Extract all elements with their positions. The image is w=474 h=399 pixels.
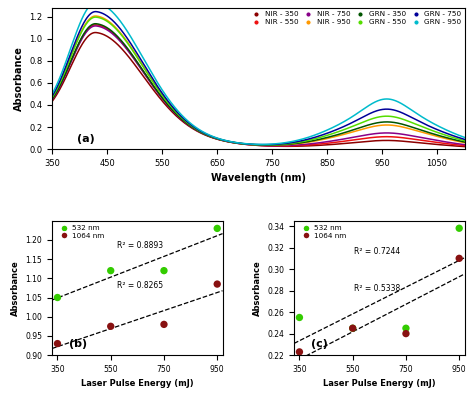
Y-axis label: Absorbance: Absorbance: [253, 260, 262, 316]
X-axis label: Laser Pulse Energy (mJ): Laser Pulse Energy (mJ): [323, 379, 436, 388]
Point: [160, 321, 168, 328]
Text: (c): (c): [311, 339, 328, 349]
X-axis label: Laser Pulse Energy (mJ): Laser Pulse Energy (mJ): [81, 379, 194, 388]
Point: [213, 281, 221, 287]
Y-axis label: Absorbance: Absorbance: [11, 260, 20, 316]
Point: [349, 325, 356, 332]
Point: [349, 325, 356, 332]
Point: [296, 314, 303, 321]
Text: R² = 0.5338: R² = 0.5338: [354, 284, 400, 292]
Legend: 532 nm, 1064 nm: 532 nm, 1064 nm: [54, 222, 108, 242]
Point: [54, 294, 61, 301]
Point: [456, 255, 463, 261]
Point: [107, 267, 115, 274]
Text: (b): (b): [69, 339, 87, 349]
Point: [213, 225, 221, 231]
Point: [402, 325, 410, 332]
Point: [54, 340, 61, 347]
Point: [160, 267, 168, 274]
Point: [107, 323, 115, 330]
Legend: 532 nm, 1064 nm: 532 nm, 1064 nm: [296, 222, 349, 242]
Point: [296, 349, 303, 355]
Text: R² = 0.7244: R² = 0.7244: [354, 247, 400, 256]
Point: [402, 330, 410, 337]
X-axis label: Wavelength (nm): Wavelength (nm): [211, 174, 306, 184]
Point: [456, 225, 463, 231]
Text: (a): (a): [77, 134, 95, 144]
Text: R² = 0.8265: R² = 0.8265: [117, 281, 163, 290]
Y-axis label: Absorbance: Absorbance: [14, 46, 24, 111]
Legend: NIR - 350, NIR - 550, NIR - 750, NIR - 950, GRN - 350, GRN - 550, GRN - 750, GRN: NIR - 350, NIR - 550, NIR - 750, NIR - 9…: [246, 8, 464, 28]
Text: R² = 0.8893: R² = 0.8893: [117, 241, 163, 250]
